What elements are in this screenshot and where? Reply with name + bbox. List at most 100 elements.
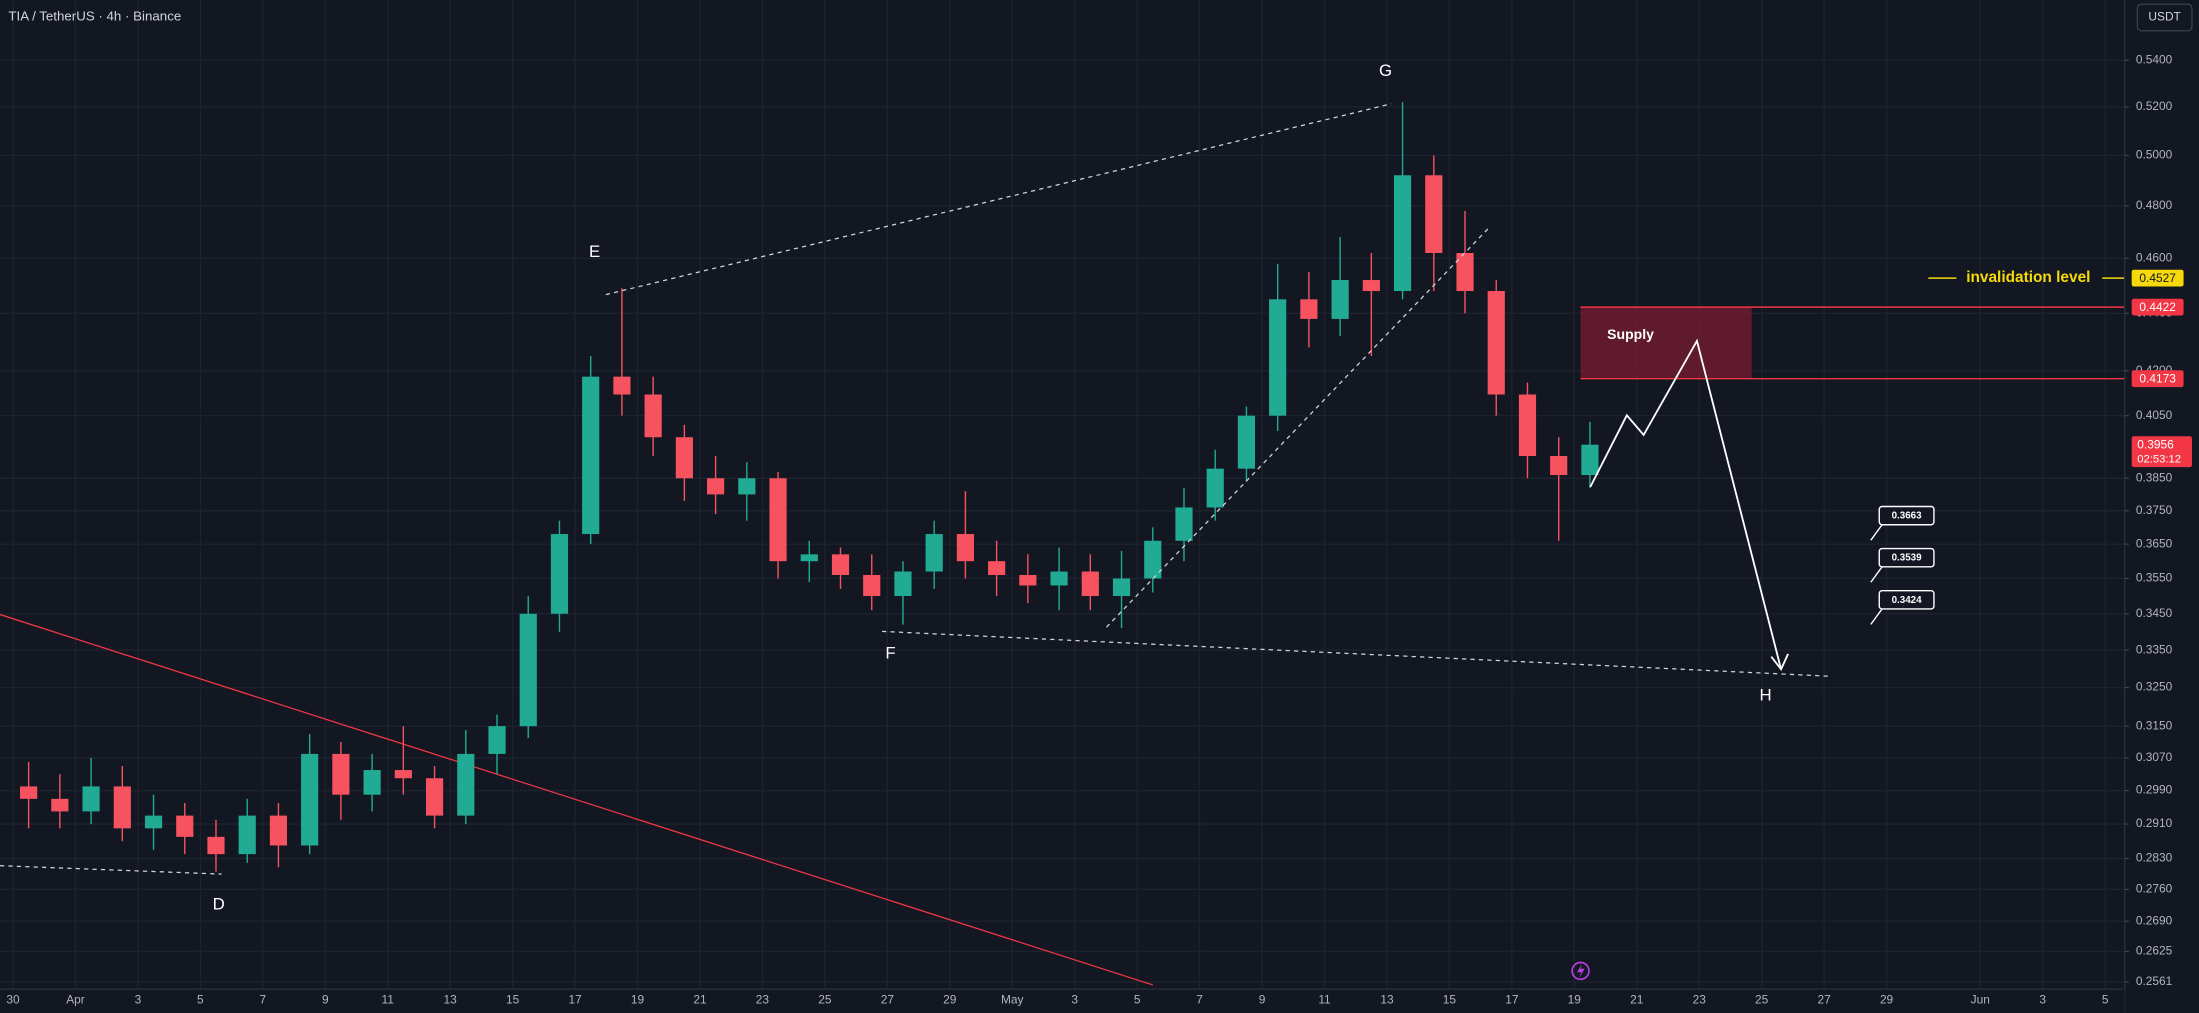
candle-body — [707, 478, 725, 495]
candle-body — [1237, 415, 1256, 469]
currency-button[interactable] — [2136, 3, 2193, 32]
target-box — [1878, 547, 1935, 568]
last-price-label: 0.3956 — [2137, 438, 2174, 452]
candle-body — [800, 554, 818, 562]
x-tick-label: 29 — [1880, 993, 1894, 1007]
candle-body — [1144, 540, 1162, 579]
x-tick-label: 17 — [568, 993, 582, 1007]
x-tick-label: Jun — [1971, 993, 1990, 1007]
candle-body — [1362, 280, 1380, 292]
y-tick-label: 0.3150 — [2136, 718, 2173, 732]
candle-body — [425, 778, 444, 816]
target-box — [1878, 505, 1935, 526]
y-tick-label: 0.3550 — [2136, 571, 2173, 585]
y-tick-label: 0.3650 — [2136, 536, 2173, 550]
x-tick-label: 13 — [444, 993, 458, 1007]
y-tick-label: 0.2760 — [2136, 882, 2173, 896]
alert-icon[interactable] — [1571, 961, 1590, 981]
candle-body — [1393, 175, 1412, 292]
candle-body — [1518, 394, 1537, 456]
x-tick-label: 9 — [322, 993, 329, 1007]
candle-body — [1112, 578, 1131, 596]
candle-body — [82, 786, 100, 812]
target-label: 0.3663 — [1892, 511, 1923, 522]
y-tick-label: 0.2561 — [2136, 974, 2173, 988]
candle-body — [332, 753, 350, 795]
candle-body — [1487, 291, 1505, 395]
candle-body — [1550, 455, 1568, 476]
x-tick-label: 15 — [1443, 993, 1457, 1007]
candle-body — [269, 815, 288, 846]
currency-label[interactable]: USDT — [2148, 10, 2180, 24]
alert-bolt — [1577, 963, 1585, 978]
x-tick-label: 7 — [1196, 993, 1203, 1007]
candle-body — [1081, 571, 1099, 596]
x-tick-label: 5 — [1134, 993, 1141, 1007]
x-tick-label: 23 — [1693, 993, 1707, 1007]
price-tag — [2131, 370, 2184, 388]
candle-body — [176, 815, 194, 837]
x-tick-label: Apr — [66, 993, 85, 1007]
candle-body — [113, 786, 131, 829]
candle-body — [394, 770, 412, 779]
pattern-lines — [0, 103, 1831, 875]
price-tag — [2131, 298, 2184, 316]
candle-body — [1019, 574, 1037, 586]
y-tick-label: 0.2830 — [2136, 851, 2173, 865]
wave-label: H — [1760, 685, 1772, 704]
candle-body — [894, 571, 912, 596]
candle-body — [207, 836, 225, 855]
candle-body — [20, 786, 38, 799]
x-tick-label: 21 — [693, 993, 707, 1007]
x-tick-label: 11 — [382, 993, 395, 1007]
candle-body — [863, 574, 881, 596]
candle-body — [675, 437, 693, 479]
x-tick-label: May — [1001, 993, 1024, 1007]
y-tick-label: 0.4800 — [2136, 198, 2173, 212]
y-tick-label: 0.3850 — [2136, 470, 2173, 484]
price-tag-label: 0.4527 — [2139, 271, 2176, 285]
candle-body — [956, 534, 974, 562]
y-tick-label: 0.2690 — [2136, 913, 2173, 927]
candle-body — [1206, 468, 1224, 508]
trendline — [0, 613, 1153, 986]
candle-body — [738, 478, 756, 495]
target-label: 0.3424 — [1892, 595, 1923, 606]
candle-body — [925, 534, 943, 572]
y-tick-label: 0.4050 — [2136, 408, 2173, 422]
candle-body — [51, 798, 69, 812]
candle-body — [550, 534, 569, 614]
candle-body — [613, 376, 631, 395]
y-tick-label: 0.5000 — [2136, 148, 2173, 162]
last-price-tag — [2131, 436, 2192, 468]
target-pointer — [1870, 608, 1883, 625]
supply-zone — [1580, 307, 1752, 379]
candle-body — [1456, 253, 1474, 292]
x-tick-label: 29 — [943, 993, 957, 1007]
candle-body — [831, 554, 850, 575]
x-tick-label: 3 — [2039, 993, 2046, 1007]
price-tag-label: 0.4422 — [2139, 300, 2176, 314]
y-tick-label: 0.2625 — [2136, 944, 2173, 958]
x-tick-label: 15 — [506, 993, 520, 1007]
x-tick-label: 5 — [2102, 993, 2109, 1007]
countdown-label: 02:53:12 — [2137, 453, 2181, 465]
candle-body — [769, 478, 787, 562]
x-tick-label: 11 — [1318, 993, 1331, 1007]
wave-labels: D E F G H — [213, 61, 1772, 913]
y-tick-label: 0.3250 — [2136, 680, 2173, 694]
y-tick-label: 0.5400 — [2136, 52, 2173, 66]
y-tick-label: 0.3070 — [2136, 750, 2173, 764]
target-pointer — [1870, 566, 1883, 583]
x-tick-label: 27 — [1817, 993, 1831, 1007]
y-tick-label: 0.5200 — [2136, 99, 2173, 113]
target-pointer — [1870, 524, 1883, 541]
candle-body — [1581, 444, 1599, 476]
x-tick-label: 19 — [1568, 993, 1582, 1007]
dashed-line — [0, 865, 222, 875]
x-tick-label: 19 — [631, 993, 645, 1007]
price-tag-label: 0.4173 — [2139, 372, 2176, 386]
